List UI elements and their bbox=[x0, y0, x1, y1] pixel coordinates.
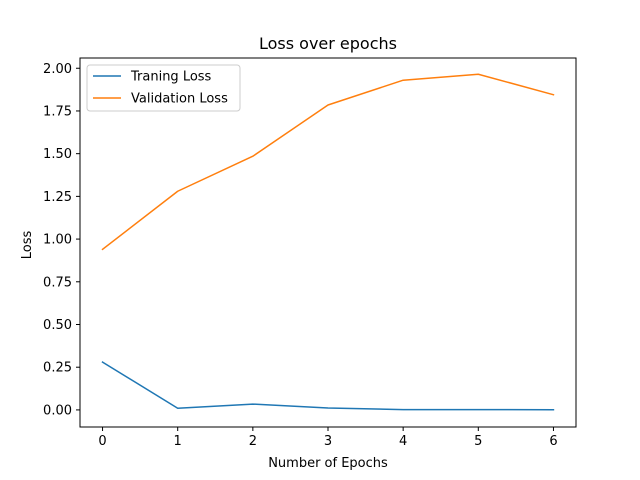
legend-box bbox=[86, 64, 241, 112]
y-tick-label: 0.25 bbox=[43, 361, 72, 376]
y-tick-label: 0.50 bbox=[43, 318, 72, 333]
chart-title: Loss over epochs bbox=[259, 34, 397, 53]
y-tick-label: 1.75 bbox=[43, 104, 72, 119]
y-tick-label: 2.00 bbox=[43, 62, 72, 77]
y-tick-label: 1.50 bbox=[43, 147, 72, 162]
x-tick-label: 4 bbox=[399, 434, 407, 449]
y-tick-label: 1.25 bbox=[43, 190, 72, 205]
x-tick-label: 3 bbox=[324, 434, 332, 449]
legend-label: Traning Loss bbox=[130, 70, 212, 85]
x-tick-label: 6 bbox=[549, 434, 557, 449]
x-tick-label: 0 bbox=[98, 434, 106, 449]
series-line-validation-loss bbox=[101, 73, 555, 251]
plot-area-frame bbox=[79, 57, 577, 428]
x-axis-label: Number of Epochs bbox=[268, 456, 388, 471]
y-tick-label: 0.00 bbox=[43, 403, 72, 418]
legend-label: Validation Loss bbox=[131, 92, 228, 107]
x-tick-label: 2 bbox=[249, 434, 257, 449]
series-line-training-loss bbox=[101, 361, 555, 411]
x-tick-label: 5 bbox=[474, 434, 482, 449]
legend: Traning Loss Validation Loss bbox=[86, 64, 241, 112]
y-axis-label: Loss bbox=[20, 231, 35, 260]
y-tick-label: 0.75 bbox=[43, 275, 72, 290]
y-tick-label: 1.00 bbox=[43, 233, 72, 248]
x-tick-label: 1 bbox=[174, 434, 182, 449]
